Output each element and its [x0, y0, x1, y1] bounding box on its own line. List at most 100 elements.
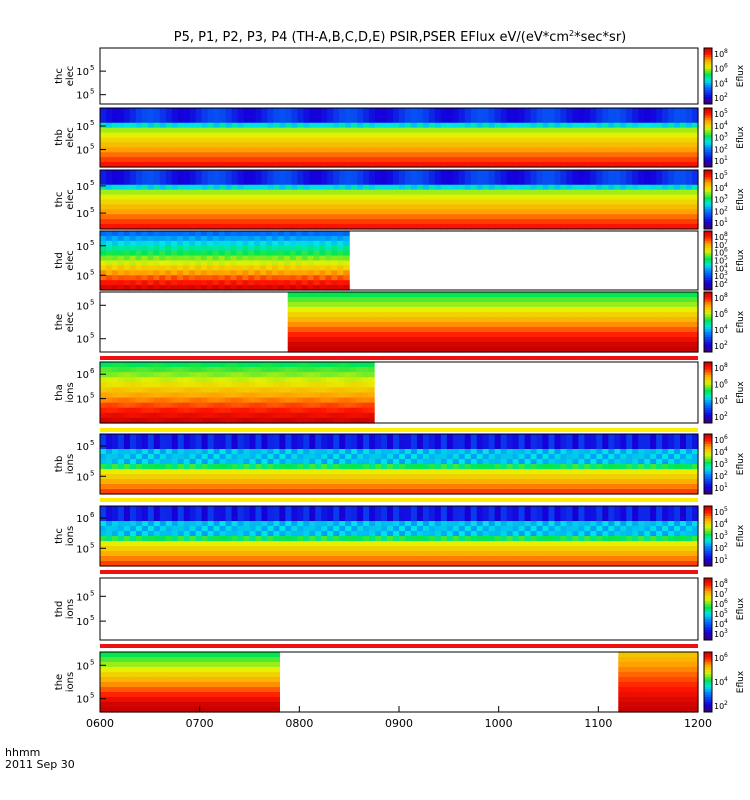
spectrogram-cell	[333, 174, 340, 181]
spectrogram-cell	[560, 127, 568, 134]
spectrogram-cell	[674, 434, 681, 440]
spectrogram-cell	[277, 250, 285, 257]
spectrogram-cell	[456, 297, 464, 303]
panel-frame	[99, 361, 699, 424]
spectrogram-cell	[414, 337, 422, 343]
spectrogram-cell	[541, 297, 548, 303]
spectrogram-cell	[512, 179, 520, 186]
spectrogram-cell	[608, 162, 615, 168]
spectrogram-cell	[596, 184, 603, 191]
spectrogram-cell	[387, 199, 394, 206]
spectrogram-cell	[470, 132, 478, 139]
spectrogram-cell	[327, 224, 334, 230]
spectrogram-cell	[261, 147, 269, 153]
spectrogram-cell	[305, 302, 313, 308]
spectrogram-cell	[470, 170, 478, 176]
spectrogram-cell	[255, 209, 263, 215]
spectrogram-cell	[206, 231, 214, 237]
spectrogram-cell	[183, 412, 190, 419]
spectrogram-cell	[320, 417, 328, 424]
spectrogram-cell	[219, 412, 226, 419]
spectrogram-cell	[590, 117, 597, 124]
spectrogram-cell	[159, 362, 167, 368]
spectrogram-cell	[601, 292, 609, 298]
spectrogram-cell	[608, 174, 615, 181]
spectrogram-cell	[650, 147, 657, 153]
spectrogram-cell	[662, 444, 669, 450]
spectrogram-cell	[440, 204, 448, 210]
spectrogram-cell	[283, 240, 291, 247]
spectrogram-cell	[686, 224, 693, 230]
spectrogram-cell	[111, 127, 119, 134]
spectrogram-cell	[530, 214, 538, 220]
spectrogram-cell	[105, 112, 113, 119]
spectrogram-cell	[524, 439, 532, 445]
spectrogram-cell	[267, 112, 275, 119]
colorbar-segment	[704, 280, 712, 284]
spectrogram-cell	[319, 231, 327, 237]
spectrogram-cell	[553, 347, 560, 353]
spectrogram-cell	[213, 199, 221, 206]
spectrogram-cell	[248, 392, 256, 399]
spectrogram-cell	[596, 204, 603, 210]
spectrogram-cell	[486, 317, 494, 323]
spectrogram-cell	[474, 327, 482, 333]
spectrogram-cell	[357, 179, 364, 186]
spectrogram-cell	[188, 231, 196, 237]
spectrogram-cell	[284, 377, 292, 383]
spectrogram-cell	[219, 387, 226, 394]
spectrogram-cell	[307, 240, 315, 247]
spectrogram-cell	[482, 157, 490, 163]
spectrogram-cell	[458, 449, 466, 455]
spectrogram-cell	[219, 402, 226, 409]
spectrogram-cell	[231, 412, 238, 419]
spectrogram-cell	[315, 224, 322, 230]
spectrogram-cell	[177, 184, 185, 191]
spectrogram-cell	[667, 342, 675, 348]
spectrogram-cell	[656, 184, 663, 191]
spectrogram-cell	[458, 174, 466, 181]
spectrogram-cell	[255, 157, 263, 163]
spectrogram-cell	[390, 322, 397, 328]
spectrogram-cell	[171, 231, 178, 237]
spectrogram-cell	[668, 137, 675, 144]
spectrogram-cell	[317, 322, 325, 328]
spectrogram-cell	[426, 347, 434, 353]
spectrogram-cell	[177, 152, 185, 158]
spectrogram-cell	[375, 170, 382, 176]
spectrogram-cell	[159, 245, 166, 252]
spectrogram-cell	[343, 255, 350, 262]
spectrogram-cell	[129, 179, 137, 186]
spectrogram-cell	[608, 434, 615, 440]
spectrogram-cell	[458, 184, 466, 191]
spectrogram-cell	[135, 184, 143, 191]
spectrogram-cell	[375, 189, 382, 196]
spectrogram-cell	[524, 444, 532, 450]
spectrogram-cell	[399, 179, 406, 186]
spectrogram-cell	[165, 382, 173, 389]
spectrogram-cell	[105, 255, 113, 262]
spectrogram-cell	[458, 439, 466, 445]
spectrogram-cell	[279, 117, 286, 124]
spectrogram-cell	[372, 307, 379, 313]
spectrogram-cell	[261, 127, 269, 134]
spectrogram-cell	[283, 235, 291, 242]
spectrogram-cell	[381, 108, 388, 114]
spectrogram-cell	[547, 342, 554, 348]
spectrogram-cell	[189, 174, 197, 181]
spectrogram-cell	[261, 137, 269, 144]
spectrogram-cell	[387, 157, 394, 163]
spectrogram-cell	[289, 250, 297, 257]
spectrogram-cell	[201, 444, 209, 450]
spectrogram-cell	[512, 434, 520, 440]
spectrogram-cell	[321, 189, 328, 196]
spectrogram-cell	[261, 224, 269, 230]
spectrogram-cell	[111, 117, 119, 124]
spectrogram-cell	[335, 327, 343, 333]
spectrogram-cell	[351, 142, 358, 148]
colorbar-segment	[704, 233, 712, 237]
spectrogram-cell	[111, 189, 119, 196]
spectrogram-cell	[337, 245, 344, 252]
spectrogram-cell	[279, 454, 286, 460]
spectrogram-cell	[147, 162, 155, 168]
